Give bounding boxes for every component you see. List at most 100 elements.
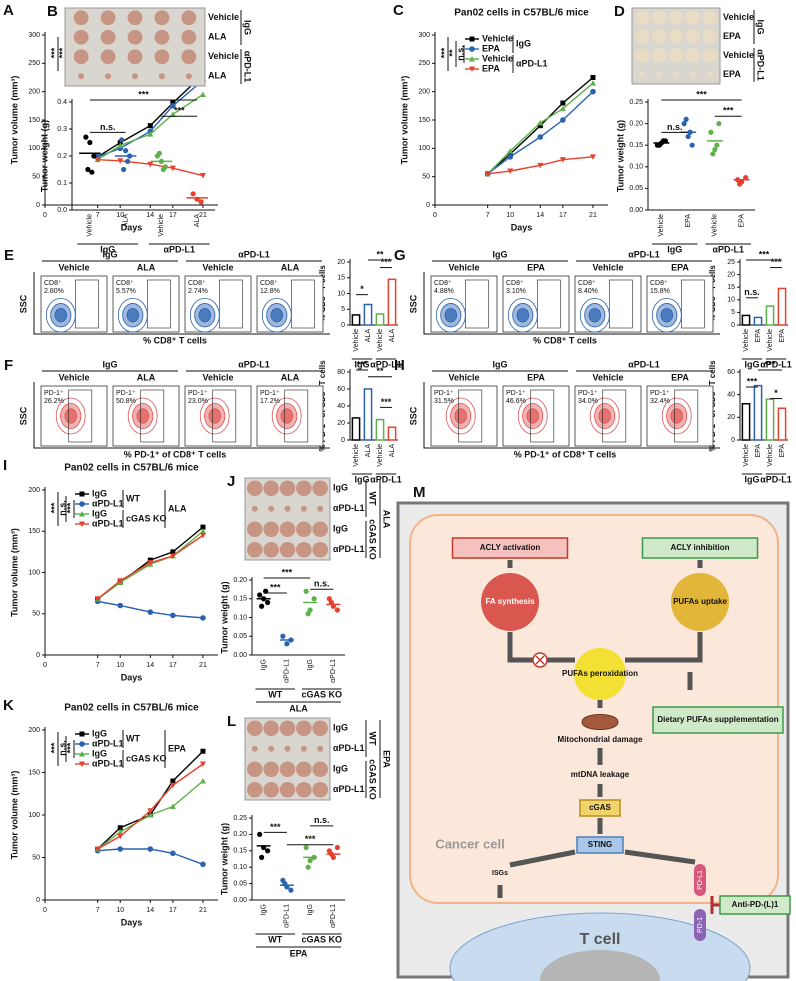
flow-gate (291, 279, 315, 329)
tumor (634, 29, 650, 44)
x-tick-label: 7 (96, 212, 100, 219)
tumor (268, 745, 275, 752)
group-label: IgG (355, 359, 370, 369)
tumor (279, 720, 296, 737)
tumor (132, 73, 138, 80)
x-tick-label: ALA (389, 329, 396, 343)
tumor (263, 541, 279, 558)
data-point (265, 599, 271, 606)
y-tick-label: 40 (727, 392, 735, 399)
photo-group: αPD-L1 (243, 51, 253, 83)
y-tick-label: 0.4 (57, 99, 67, 106)
tumor (296, 541, 312, 558)
arrow (509, 849, 576, 868)
bar (375, 313, 385, 326)
x-tick-label: Vehicle (377, 444, 384, 467)
flow-percent: 23.0% (188, 398, 208, 405)
y-tick-label: 0.0 (57, 207, 67, 214)
diagram-node (574, 648, 626, 700)
group-label: αPD-L1 (370, 474, 402, 484)
photo-row-label: αPD-L1 (333, 544, 365, 554)
data-point (708, 129, 714, 135)
flow-gate-label: PD-1⁺ (188, 390, 208, 397)
flow-condition: ALA (281, 372, 300, 382)
data-point (198, 199, 204, 205)
data-point (280, 633, 286, 639)
tumor (154, 29, 170, 45)
tumor (263, 521, 279, 538)
marker (147, 161, 154, 168)
x-tick-label: 21 (199, 212, 207, 219)
panel-letter: I (3, 457, 7, 474)
legend-group: cGAS KO (126, 753, 167, 763)
flow-density (136, 408, 149, 424)
flow-gate (140, 389, 165, 443)
flow-condition: Vehicle (202, 262, 233, 272)
y-tick-label: 20 (337, 420, 345, 427)
mito (581, 714, 619, 730)
group-label: αPD-L1 (712, 244, 744, 254)
marker (537, 119, 544, 126)
data-point (123, 148, 129, 154)
photo-group: αPD-L1 (756, 49, 766, 81)
y-tick-label: 200 (28, 487, 40, 494)
significance: n.s. (314, 579, 330, 589)
tumor (312, 720, 328, 737)
y-tick-label: 25 (727, 259, 735, 266)
significance: *** (696, 89, 707, 99)
flow-percent: 5.57% (116, 288, 136, 295)
tumor (247, 521, 263, 538)
x-tick-label: Vehicle (353, 329, 360, 352)
y-tick-label: 0.05 (233, 633, 247, 640)
panel-letter: D (614, 3, 625, 20)
y-tick-label: 10 (337, 290, 345, 297)
panel-letter: A (3, 2, 14, 19)
y-tick-label: 200 (28, 727, 40, 734)
legend-label: Vehicle (482, 33, 513, 43)
diagram-box (579, 799, 621, 817)
y-tick-label: 20 (337, 259, 345, 266)
diagram-node (671, 573, 729, 631)
bar (777, 407, 787, 441)
flow-gate (219, 279, 243, 329)
x-tick-label: Vehicle (743, 444, 750, 467)
flow-density (54, 308, 68, 323)
photo-row-label: Vehicle (208, 51, 239, 61)
marker (200, 615, 206, 621)
tumor (668, 29, 684, 44)
flow-condition: Vehicle (202, 372, 233, 382)
significance: n.s. (314, 815, 330, 825)
data-point (91, 153, 97, 159)
marker (590, 88, 596, 95)
marker (199, 528, 206, 534)
marker (537, 162, 544, 169)
y-tick-label: 10 (727, 297, 735, 304)
panel-letter: M (413, 484, 426, 501)
x-tick-label: Vehicle (767, 329, 774, 352)
tumor (279, 480, 296, 497)
x-tick-label: IgG (260, 659, 267, 670)
y-tick-label: 100 (28, 812, 40, 819)
tumor (300, 745, 307, 752)
flow-condition: ALA (137, 372, 156, 382)
marker (170, 100, 176, 106)
data-point (743, 175, 749, 181)
tumor (668, 10, 684, 25)
tumor (247, 480, 263, 497)
legend-group: IgG (516, 38, 531, 48)
x-tick-label: αPD-L1 (330, 904, 337, 928)
group-label: cGAS KO (301, 934, 342, 944)
note-label: EPA (290, 948, 308, 958)
tumor (634, 48, 650, 63)
y-tick-label: 15 (337, 275, 345, 282)
x-tick-label: αPD-L1 (284, 659, 291, 683)
x-tick-label: 17 (169, 212, 177, 219)
y-tick-label: 150 (28, 769, 40, 776)
y-tick-label: 0 (36, 652, 40, 659)
legend-label: IgG (92, 488, 107, 498)
data-point (121, 166, 127, 173)
flow-condition: Vehicle (58, 372, 89, 382)
marker (484, 171, 491, 177)
marker (117, 825, 123, 831)
x-tick-label: 0 (43, 907, 47, 914)
